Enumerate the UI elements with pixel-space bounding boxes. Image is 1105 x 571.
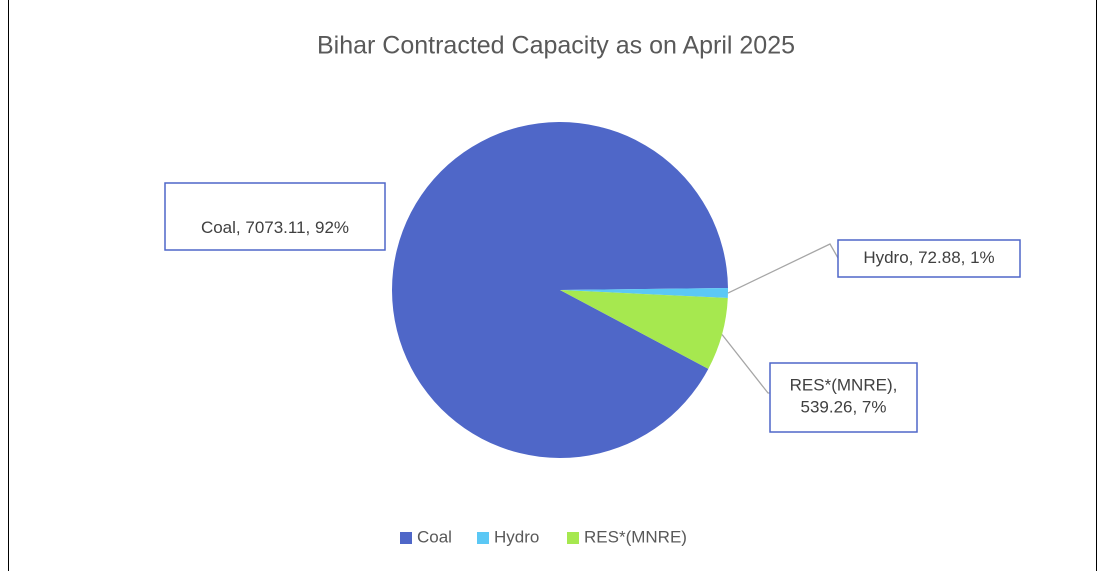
data-label: Hydro, 72.88, 1% xyxy=(863,248,994,267)
pie-slice xyxy=(560,290,728,369)
chart-title: Bihar Contracted Capacity as on April 20… xyxy=(317,32,795,60)
data-label-box xyxy=(769,362,918,433)
data-label-box xyxy=(837,239,1021,278)
data-label: RES*(MNRE), 539.26, 7% xyxy=(790,376,898,417)
pie-slice xyxy=(560,288,728,299)
legend-label: Hydro xyxy=(494,527,539,546)
legend-label: Coal xyxy=(417,527,452,546)
legend-swatch xyxy=(477,532,489,544)
pie-slice xyxy=(392,122,728,459)
legend-label: RES*(MNRE) xyxy=(584,527,687,546)
data-label-box xyxy=(164,182,386,251)
leader-line xyxy=(727,243,839,294)
legend-swatch xyxy=(400,532,412,544)
legend-swatch xyxy=(567,532,579,544)
data-label: Coal, 7073.11, 92% xyxy=(201,218,349,237)
